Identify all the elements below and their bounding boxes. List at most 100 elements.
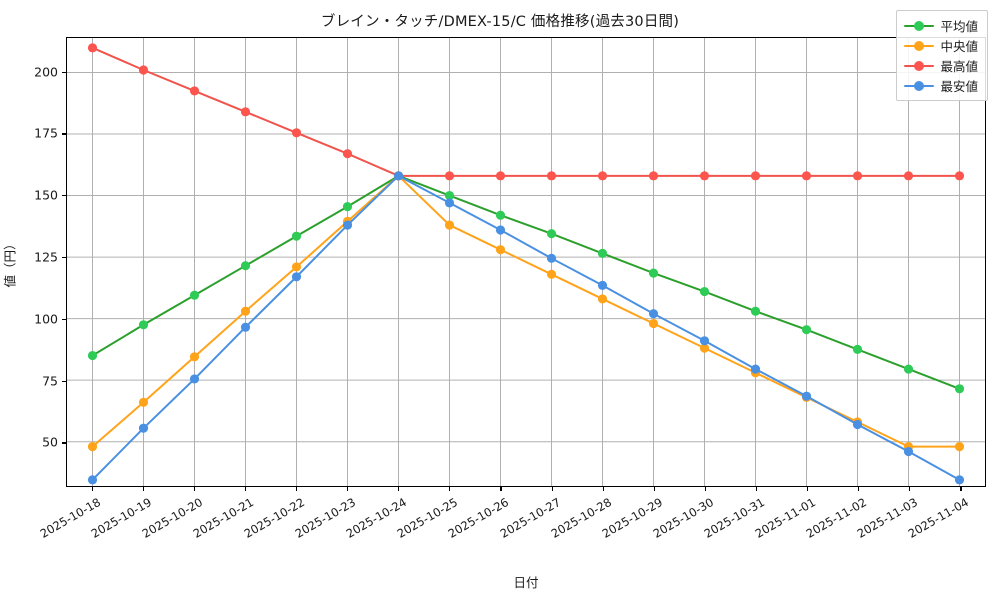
data-point bbox=[342, 220, 353, 230]
data-point bbox=[903, 446, 914, 457]
x-tick-mark bbox=[142, 487, 144, 491]
data-point bbox=[546, 229, 557, 239]
x-tick-mark bbox=[500, 487, 502, 491]
data-point bbox=[87, 43, 98, 53]
data-point bbox=[189, 374, 200, 384]
data-point bbox=[597, 171, 608, 181]
legend-swatch-icon bbox=[904, 40, 935, 52]
legend-item-3[interactable]: 最安値 bbox=[904, 77, 978, 94]
y-tick-label: 200 bbox=[34, 64, 58, 80]
series-line-3 bbox=[91, 174, 961, 481]
data-point bbox=[954, 475, 965, 485]
data-point bbox=[393, 171, 404, 181]
data-point bbox=[495, 225, 506, 235]
data-point bbox=[138, 320, 149, 330]
series-line-1 bbox=[91, 174, 961, 448]
chart-legend[interactable]: 平均値中央値最高値最安値 bbox=[896, 10, 988, 101]
x-tick-mark bbox=[909, 487, 911, 491]
x-tick-mark bbox=[91, 487, 93, 491]
data-point bbox=[87, 442, 98, 452]
legend-item-label: 最安値 bbox=[940, 79, 978, 94]
legend-swatch-icon bbox=[904, 20, 935, 32]
data-point bbox=[903, 364, 914, 374]
x-tick-mark bbox=[756, 487, 758, 491]
x-axis-title: 日付 bbox=[513, 575, 539, 590]
data-point bbox=[750, 364, 761, 374]
y-tick-mark bbox=[62, 133, 66, 135]
x-tick-mark bbox=[653, 487, 655, 491]
page-title: ブレイン・タッチ/DMEX-15/C 価格推移(過去30日間) bbox=[320, 14, 680, 30]
data-point bbox=[291, 262, 302, 272]
y-tick-mark bbox=[62, 318, 66, 320]
data-point bbox=[954, 442, 965, 452]
x-tick-mark bbox=[296, 487, 298, 491]
x-tick-mark bbox=[244, 487, 246, 491]
data-point bbox=[597, 248, 608, 258]
data-point bbox=[291, 128, 302, 138]
data-point bbox=[699, 286, 710, 297]
data-point bbox=[189, 290, 200, 300]
data-point bbox=[240, 107, 251, 117]
legend-item-0[interactable]: 平均値 bbox=[904, 17, 978, 34]
legend-item-label: 平均値 bbox=[940, 19, 978, 34]
legend-item-2[interactable]: 最高値 bbox=[904, 57, 978, 74]
data-point bbox=[240, 261, 251, 271]
data-point bbox=[699, 343, 710, 353]
data-point bbox=[495, 210, 506, 220]
data-point bbox=[801, 325, 812, 335]
data-point bbox=[189, 86, 200, 96]
data-point bbox=[546, 269, 557, 279]
data-point bbox=[597, 280, 608, 290]
data-point bbox=[138, 65, 149, 75]
data-point bbox=[546, 253, 557, 263]
data-point bbox=[87, 475, 98, 485]
legend-item-label: 最高値 bbox=[940, 59, 978, 74]
x-tick-mark bbox=[602, 487, 604, 491]
data-point bbox=[954, 384, 965, 394]
data-point bbox=[291, 231, 302, 241]
y-tick-mark bbox=[62, 195, 66, 197]
data-point bbox=[648, 318, 659, 329]
y-tick-mark bbox=[62, 442, 66, 444]
x-tick-mark bbox=[449, 487, 451, 491]
legend-item-1[interactable]: 中央値 bbox=[904, 37, 978, 54]
x-tick-mark bbox=[704, 487, 706, 491]
data-point bbox=[648, 309, 659, 319]
y-tick-label: 75 bbox=[42, 373, 58, 389]
y-tick-mark bbox=[62, 257, 66, 259]
data-point bbox=[546, 171, 557, 181]
x-tick-mark bbox=[960, 487, 962, 491]
y-tick-label: 125 bbox=[34, 249, 58, 265]
x-tick-mark bbox=[807, 487, 809, 491]
x-tick-mark bbox=[858, 487, 860, 491]
legend-item-label: 中央値 bbox=[940, 39, 978, 54]
data-point bbox=[342, 202, 353, 212]
data-point bbox=[903, 171, 914, 181]
x-tick-mark bbox=[347, 487, 349, 491]
data-point bbox=[648, 268, 659, 278]
y-tick-label: 100 bbox=[34, 311, 58, 327]
series-line-0 bbox=[91, 174, 961, 390]
data-point bbox=[648, 171, 659, 181]
series-line-2 bbox=[91, 46, 961, 177]
data-point bbox=[291, 272, 302, 282]
data-point bbox=[852, 419, 863, 430]
data-point bbox=[495, 245, 506, 255]
data-point bbox=[444, 198, 455, 208]
y-tick-label: 150 bbox=[34, 187, 58, 203]
data-point bbox=[699, 336, 710, 346]
data-point bbox=[444, 190, 455, 201]
data-point bbox=[699, 171, 710, 181]
data-point bbox=[597, 294, 608, 304]
x-tick-mark bbox=[398, 487, 400, 491]
data-point bbox=[342, 149, 353, 159]
legend-swatch-icon bbox=[904, 80, 935, 92]
data-point bbox=[444, 171, 455, 181]
data-point bbox=[801, 391, 812, 401]
x-tick-mark bbox=[551, 487, 553, 491]
data-point bbox=[750, 171, 761, 181]
series-lines bbox=[87, 43, 965, 485]
y-tick-mark bbox=[62, 380, 66, 382]
data-point bbox=[189, 352, 200, 362]
